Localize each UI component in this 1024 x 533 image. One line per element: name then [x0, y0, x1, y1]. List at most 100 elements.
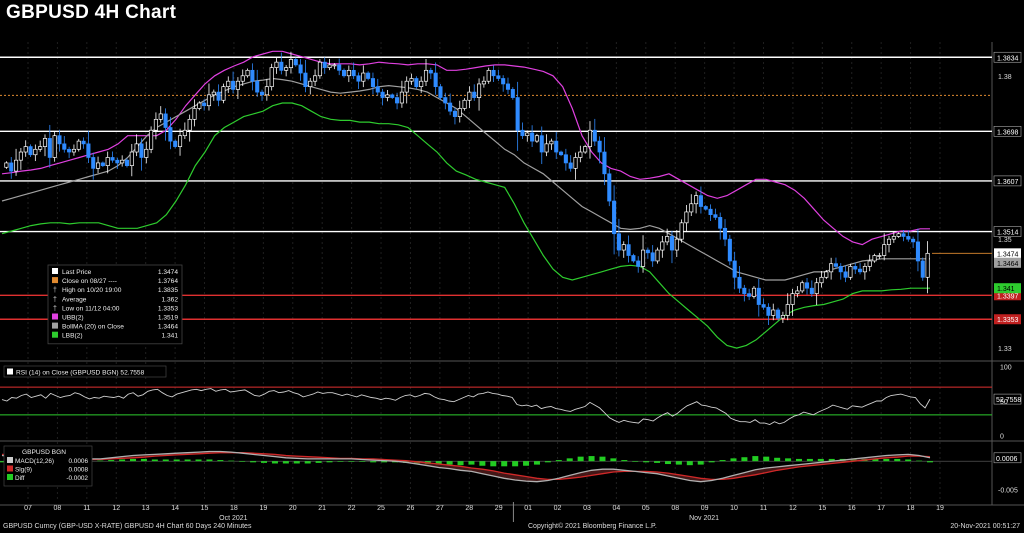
candle-body: [587, 129, 593, 147]
candle-body: [563, 154, 568, 164]
candle-body: [544, 143, 549, 153]
candle-body: [370, 78, 375, 88]
grid-lines: [0, 42, 1024, 506]
candle-body: [9, 162, 14, 172]
candle-body: [901, 233, 906, 237]
candle-body: [776, 309, 781, 319]
candle-body: [197, 102, 202, 109]
band-line: [1, 102, 930, 349]
candle-body: [288, 59, 294, 68]
candle-body: [694, 195, 699, 205]
macd-diff-bar: [119, 459, 126, 462]
level-label: 1.3834: [997, 55, 1019, 62]
axes: 07 08 11 12 13 14 15 18 19 20 21 22 25 26 27 28 29 01 02 03…: [24, 74, 1018, 522]
candle-body: [829, 263, 834, 273]
candle-body: [539, 135, 544, 153]
candle-body: [144, 148, 149, 158]
candle-body: [858, 268, 863, 273]
macd-diff-bar: [643, 461, 650, 463]
legend-label: MACD(12,26): [15, 458, 54, 465]
rsi-legend-box: [3, 365, 167, 378]
price-badge: [994, 257, 1021, 268]
candle-body: [833, 263, 838, 267]
macd-diff-bar: [108, 460, 115, 462]
candle-body: [33, 148, 38, 156]
legend-label: High on 10/20 19:00: [62, 287, 122, 294]
macd-diff-bar: [261, 461, 268, 463]
candle-body: [636, 260, 641, 267]
candle-body: [57, 135, 62, 145]
macd-diff-bar: [370, 461, 377, 463]
candle-body: [848, 266, 853, 278]
macd-diff-bar: [523, 461, 530, 466]
legend-value: 0.0006: [68, 458, 88, 465]
candle-body: [718, 217, 723, 229]
candle-body: [96, 162, 101, 169]
macd-diff-bar: [763, 456, 770, 462]
candle-body: [698, 195, 703, 207]
candle-body: [790, 293, 795, 305]
candle-body: [607, 173, 612, 202]
month-label: Nov 2021: [689, 515, 719, 522]
legend-label: Close on 08/27 ----: [62, 278, 117, 285]
signal-line: [1, 452, 931, 481]
candle-body: [597, 140, 602, 153]
rsi-tick-label: 50: [1000, 399, 1008, 406]
macd-diff-bar: [293, 461, 300, 464]
candle-body: [616, 233, 621, 251]
legend-value: 1.3353: [158, 305, 179, 312]
legend-swatch: [52, 313, 58, 320]
macd-diff-bar: [664, 461, 671, 465]
candle-body: [81, 140, 86, 145]
candle-body: [554, 140, 559, 153]
candle-body: [390, 94, 395, 98]
level-badge: [993, 51, 1022, 63]
candle-body: [713, 214, 718, 218]
candle-body: [496, 75, 501, 79]
candle-body: [105, 157, 110, 166]
rsi-line: [1, 388, 931, 425]
candle-body: [665, 236, 670, 243]
macd-diff-bar: [741, 457, 748, 462]
candle-body: [481, 80, 486, 85]
candle-body: [42, 138, 48, 147]
level-badge: [993, 175, 1022, 187]
candle-body: [284, 67, 289, 71]
candle-body: [795, 290, 800, 294]
macd-diff-bar: [828, 458, 835, 462]
macd-diff-bar: [479, 461, 486, 466]
candle-body: [761, 304, 766, 308]
candle-body: [674, 238, 679, 251]
candle-body: [298, 64, 303, 74]
candle-body: [250, 69, 255, 82]
candle-body: [23, 146, 28, 153]
macd-diff-bar: [130, 458, 137, 462]
macd-diff-bar: [675, 461, 682, 465]
candle-body: [399, 91, 404, 104]
candle-body: [742, 287, 747, 294]
candle-body: [708, 208, 713, 216]
candle-body: [477, 83, 482, 98]
legend-label: Diff: [15, 475, 25, 482]
macd-diff-bar: [926, 461, 934, 463]
candle-body: [722, 227, 728, 240]
candle-body: [438, 86, 443, 98]
x-tick-label: 19: [259, 505, 267, 512]
x-tick-label: 07: [24, 505, 32, 512]
candle-body: [47, 138, 52, 158]
candle-body: [124, 159, 130, 166]
candle-body: [375, 86, 380, 93]
macd-diff-bar: [872, 458, 879, 462]
x-tick-label: 08: [54, 505, 62, 512]
x-tick-label: 13: [142, 505, 150, 512]
x-tick-label: 26: [407, 505, 415, 512]
macd-diff-bar: [206, 459, 213, 462]
candle-body: [115, 159, 120, 164]
candle-body: [235, 80, 240, 90]
x-tick-label: 03: [583, 505, 591, 512]
macd-diff-bar: [468, 461, 475, 465]
candle-body: [568, 162, 573, 169]
macd-diff-bar: [97, 460, 104, 462]
candle-body: [91, 157, 96, 169]
candle-body: [433, 72, 438, 88]
